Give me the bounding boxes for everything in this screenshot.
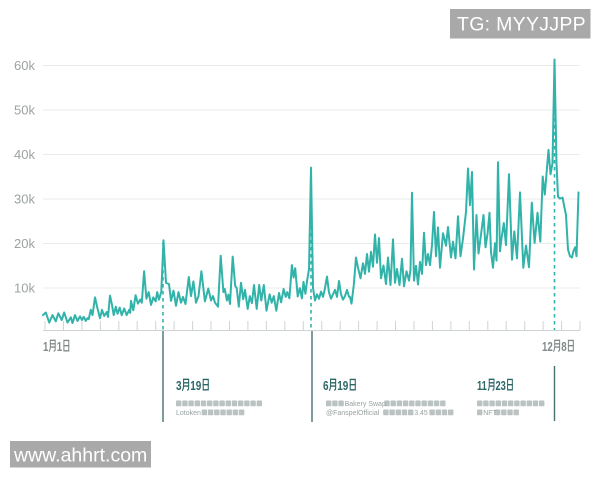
svg-text:3.45: 3.45 [414, 410, 428, 417]
svg-text:3: 3 [176, 380, 182, 393]
svg-text:Lotoken: Lotoken [176, 410, 201, 417]
svg-text:60k: 60k [14, 58, 35, 73]
svg-text:12: 12 [542, 341, 553, 354]
svg-text:1: 1 [57, 341, 62, 354]
svg-text:1: 1 [43, 341, 48, 354]
svg-text:11: 11 [477, 380, 487, 394]
svg-text:Bakery Swap: Bakery Swap [345, 401, 386, 408]
svg-text:50k: 50k [14, 103, 35, 118]
svg-text:19: 19 [337, 380, 348, 393]
svg-text:10k: 10k [14, 281, 35, 296]
svg-text:NFT: NFT [483, 410, 497, 417]
svg-text:8: 8 [561, 341, 566, 354]
svg-text:@FanspelOfficial: @FanspelOfficial [326, 410, 380, 417]
svg-text:6: 6 [323, 380, 329, 393]
svg-text:40k: 40k [14, 147, 35, 162]
svg-text:19: 19 [190, 380, 201, 393]
svg-text:20k: 20k [14, 236, 35, 251]
svg-text:TG: MYYJJPP: TG: MYYJJPP [457, 14, 586, 36]
svg-text:www.ahhrt.com: www.ahhrt.com [13, 445, 147, 467]
svg-text:30k: 30k [14, 192, 35, 207]
svg-text:23: 23 [496, 380, 506, 394]
